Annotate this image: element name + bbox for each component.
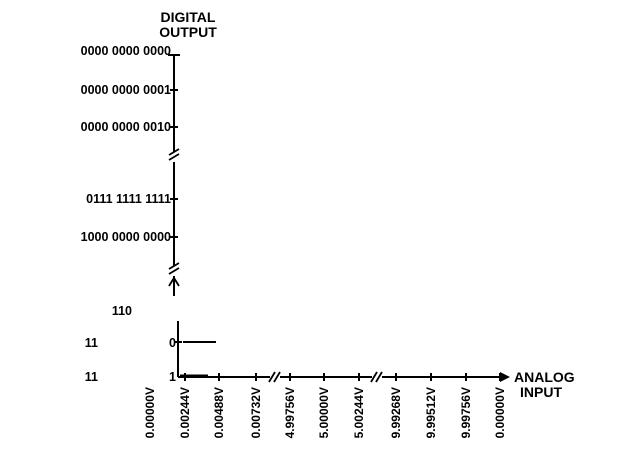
y-axis-title-line1: DIGITAL bbox=[161, 9, 216, 25]
x-axis-title-line2: INPUT bbox=[520, 384, 562, 400]
y-axis-ticks bbox=[170, 89, 178, 238]
y-axis-break-marks bbox=[168, 148, 180, 275]
y-axis-arrow-up bbox=[168, 276, 180, 287]
x-axis-arrow bbox=[500, 372, 510, 382]
y-code-label: 0000 0000 0000 bbox=[81, 44, 171, 58]
x-axis-title-line1: ANALOG bbox=[514, 369, 575, 385]
x-tick-label: 5.00244V bbox=[352, 387, 366, 438]
y-code-label: 0000 0000 0001 bbox=[81, 83, 171, 97]
y-lower-label: 11 bbox=[85, 370, 98, 384]
x-tick-label: 9.99512V bbox=[424, 387, 438, 438]
y-lower-label: 110 bbox=[112, 304, 132, 318]
x-tick-label: 0.00000V bbox=[143, 387, 157, 438]
x-tick-label: 0.00000V bbox=[493, 387, 507, 438]
x-tick-label: 5.00000V bbox=[317, 387, 331, 438]
x-axis-break-marks bbox=[268, 371, 383, 383]
x-tick-label: 0.00488V bbox=[212, 387, 226, 438]
y-lower-label: 11 bbox=[85, 336, 98, 350]
y-axis-title-line2: OUTPUT bbox=[159, 24, 217, 40]
x-tick-label: 9.99756V bbox=[459, 387, 473, 438]
x-tick-label: 0.00244V bbox=[178, 387, 192, 438]
x-tick-label: 4.99756V bbox=[283, 387, 297, 438]
x-axis-ticks: 0.00000V 0.00244V 0.00488V 0.00732V 4.99756V… bbox=[143, 373, 507, 438]
x-tick-label: 0.00732V bbox=[249, 387, 263, 438]
y-code-label: 0111 1111 1111 bbox=[86, 192, 171, 206]
y-lower-label: 1 bbox=[169, 370, 176, 384]
x-tick-label: 9.99268V bbox=[389, 387, 403, 438]
y-lower-label: 0 bbox=[169, 336, 176, 350]
y-code-label: 0000 0000 0010 bbox=[81, 120, 171, 134]
y-code-label: 1000 0000 0000 bbox=[81, 230, 171, 244]
